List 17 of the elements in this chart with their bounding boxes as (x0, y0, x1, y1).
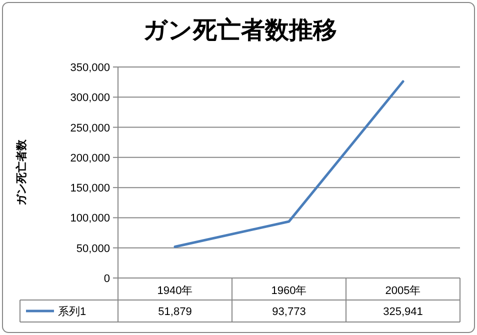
y-tick-label: 0 (104, 273, 110, 285)
y-tick-label: 350,000 (70, 62, 110, 74)
data-label: 93,773 (272, 306, 306, 318)
y-tick-label: 100,000 (70, 212, 110, 225)
y-tick-label: 50,000 (76, 242, 110, 255)
y-tick-label: 250,000 (70, 122, 110, 134)
y-tick-label: 200,000 (70, 152, 110, 164)
y-axis-title: ガン死亡者数 (15, 138, 28, 206)
legend-label: 系列1 (58, 305, 86, 318)
data-label: 51,879 (158, 306, 192, 318)
y-tick-label: 300,000 (70, 92, 110, 104)
data-label: 325,941 (383, 306, 423, 318)
x-tick-label: 2005年 (385, 285, 421, 297)
chart-title: ガン死亡者数推移 (143, 16, 337, 44)
x-tick-label: 1940年 (157, 285, 193, 297)
x-tick-label: 1960年 (271, 285, 307, 297)
y-tick-label: 150,000 (70, 182, 110, 195)
